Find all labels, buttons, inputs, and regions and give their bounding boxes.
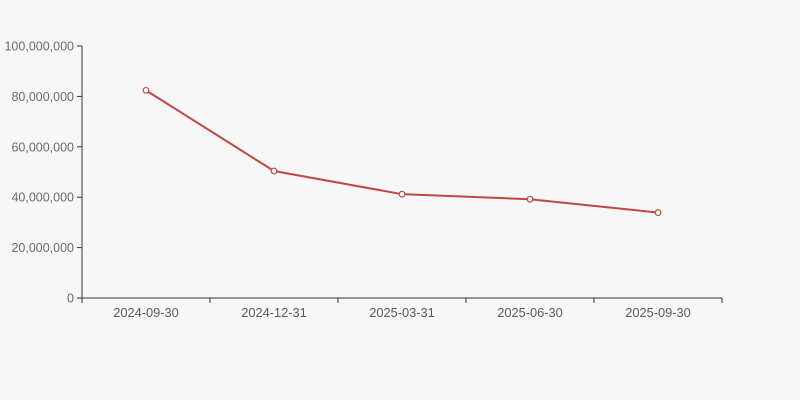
y-tick-label: 40,000,000 bbox=[11, 191, 74, 205]
data-point-marker bbox=[270, 167, 278, 175]
y-tick-label: 20,000,000 bbox=[11, 241, 74, 255]
data-point-marker bbox=[654, 209, 662, 216]
y-tick-label: 100,000,000 bbox=[4, 40, 74, 54]
x-tick-label: 2025-06-30 bbox=[497, 305, 562, 320]
x-tick-label: 2024-12-31 bbox=[241, 305, 306, 320]
data-point-marker bbox=[526, 195, 534, 203]
y-tick-label: 0 bbox=[67, 292, 74, 306]
data-point-marker bbox=[398, 190, 406, 198]
y-tick-label: 60,000,000 bbox=[11, 140, 74, 154]
x-tick-label: 2025-09-30 bbox=[625, 305, 690, 320]
data-point-marker bbox=[142, 86, 150, 94]
x-tick-label: 2024-09-30 bbox=[113, 305, 178, 320]
y-tick-label: 80,000,000 bbox=[11, 90, 74, 104]
x-tick-label: 2025-03-31 bbox=[369, 305, 434, 320]
